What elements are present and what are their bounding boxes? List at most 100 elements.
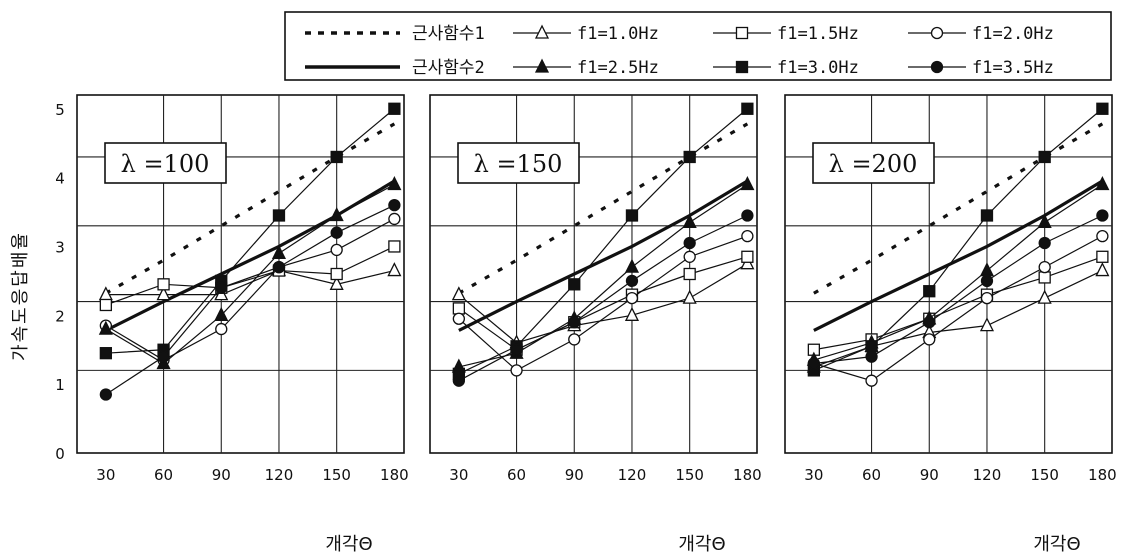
- data-point: [387, 262, 402, 277]
- y-axis-label: 가속도응답배율: [10, 231, 31, 361]
- data-point: [980, 291, 994, 305]
- data-point: [682, 213, 697, 229]
- series-line: [458, 235, 748, 372]
- data-point: [1037, 213, 1052, 229]
- data-point: [330, 150, 343, 164]
- data-point: [156, 286, 171, 301]
- legend-marker: [930, 60, 944, 74]
- legend-marker: [534, 24, 550, 39]
- data-point: [388, 212, 401, 226]
- legend: 근사함수1 f1=1.0Hz f1=1.5Hz f1=2.0Hz 근사함수2 f1=2.5…: [284, 11, 1112, 81]
- legend-label: f1=2.0Hz: [972, 24, 1054, 44]
- data-point: [1096, 102, 1109, 115]
- data-point: [388, 240, 401, 253]
- data-point: [683, 236, 696, 250]
- data-point: [272, 209, 286, 222]
- data-point: [271, 244, 287, 259]
- data-point: [807, 357, 821, 370]
- panels: λ =100 30 60 90 120 150 180 개각Θ 0 1 2 3 4 5 λ =150 30 60…: [55, 94, 1117, 555]
- series-line: [458, 214, 748, 382]
- data-point: [980, 274, 994, 288]
- data-point: [99, 347, 113, 360]
- legend-marker: [534, 58, 550, 73]
- data-point: [452, 374, 466, 387]
- data-point: [568, 333, 581, 346]
- x-tick-label: 30: [804, 466, 823, 484]
- approx-function-1-line: [813, 122, 1104, 295]
- data-point: [625, 209, 639, 222]
- data-point: [683, 250, 696, 263]
- y-tick-label: 1: [55, 376, 65, 394]
- x-tick-label: 120: [265, 466, 294, 484]
- data-point: [923, 333, 936, 346]
- data-point: [683, 150, 696, 164]
- series-line: [813, 235, 1103, 382]
- data-point: [1096, 250, 1109, 263]
- series-f1-3-5hz: [99, 199, 401, 401]
- x-tick-label: 60: [154, 466, 173, 484]
- x-tick-label: 180: [733, 466, 762, 484]
- data-point: [1037, 289, 1052, 304]
- series-f1-3-5hz: [452, 209, 754, 387]
- x-tick-label: 60: [862, 466, 881, 484]
- legend-item: f1=3.0Hz: [713, 58, 859, 78]
- legend-label: f1=3.0Hz: [777, 58, 859, 78]
- series-line: [813, 183, 1103, 361]
- legend-item: 근사함수2: [305, 58, 485, 78]
- data-point: [510, 364, 523, 377]
- series-line: [813, 108, 1103, 371]
- data-point: [215, 281, 228, 294]
- x-tick-label: 150: [1030, 466, 1059, 484]
- y-tick-label: 3: [55, 238, 65, 256]
- approx-function-1-line: [105, 122, 396, 295]
- data-point: [923, 285, 936, 298]
- series-line: [105, 269, 395, 296]
- data-point: [510, 343, 523, 356]
- series-f1-3-0hz: [99, 102, 401, 360]
- x-tick-label: 60: [507, 466, 526, 484]
- data-point: [741, 229, 754, 243]
- data-point: [329, 275, 344, 290]
- data-point: [99, 298, 113, 312]
- panel-lambda-0: λ =100 30 60 90 120 150 180 개각Θ 0 1 2 3 4 5: [55, 94, 409, 555]
- data-point: [980, 209, 994, 222]
- series-line: [813, 256, 1103, 351]
- legend-item: 근사함수1: [305, 24, 485, 44]
- data-point: [1038, 150, 1051, 164]
- x-axis-label: 개각Θ: [325, 534, 372, 555]
- x-tick-label: 120: [973, 466, 1002, 484]
- x-tick-label: 90: [212, 466, 231, 484]
- x-tick-label: 90: [920, 466, 939, 484]
- data-point: [452, 312, 466, 325]
- x-tick-label: 120: [618, 466, 647, 484]
- data-point: [330, 267, 343, 281]
- series-line: [458, 108, 748, 375]
- series-line: [105, 245, 395, 306]
- series-line: [105, 204, 395, 395]
- data-point: [682, 289, 697, 304]
- data-point: [1038, 271, 1051, 284]
- data-point: [1095, 176, 1110, 191]
- panel-title-box: [457, 142, 580, 184]
- series-f1-3-5hz: [807, 209, 1109, 370]
- series-line: [458, 263, 748, 344]
- legend-marker: [930, 26, 944, 40]
- data-point: [865, 340, 878, 353]
- legend-label: f1=1.0Hz: [577, 24, 659, 44]
- data-point: [740, 176, 755, 191]
- data-point: [329, 207, 344, 222]
- data-point: [388, 102, 401, 115]
- y-tick-label: 4: [55, 170, 65, 188]
- series-f1-2-5hz: [98, 176, 402, 370]
- data-point: [330, 243, 343, 257]
- data-point: [625, 274, 639, 288]
- legend-label: f1=1.5Hz: [777, 24, 859, 44]
- panel-title-box: [104, 142, 227, 184]
- data-point: [1096, 209, 1109, 222]
- y-tick-label: 2: [55, 307, 65, 325]
- data-point: [215, 322, 228, 336]
- legend-marker: [735, 60, 749, 74]
- legend-label: f1=2.5Hz: [577, 58, 659, 78]
- data-point: [157, 278, 170, 291]
